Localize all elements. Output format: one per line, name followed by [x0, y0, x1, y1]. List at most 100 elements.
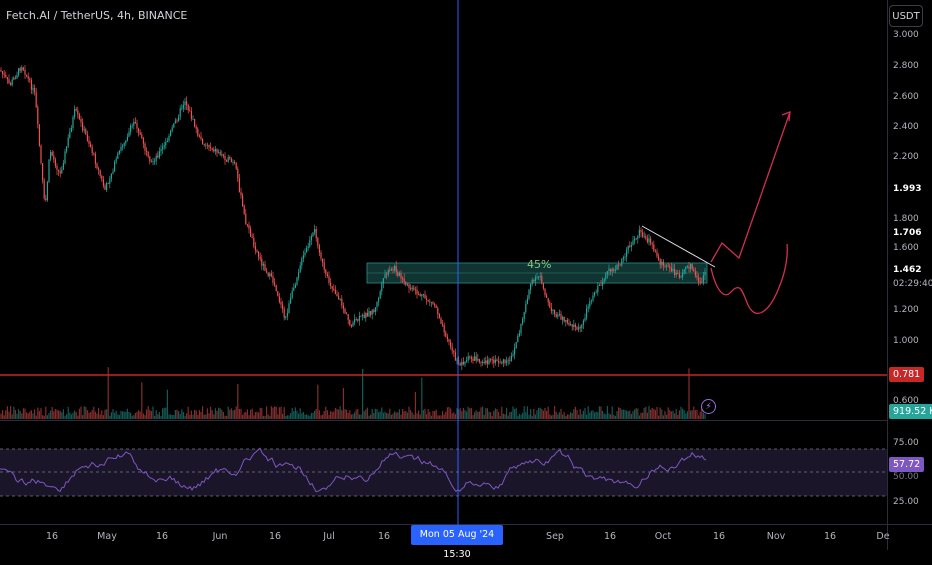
- candle-body: [382, 278, 384, 284]
- volume-bar: [579, 409, 581, 419]
- volume-bar: [467, 406, 469, 419]
- price-label: 2.400: [893, 122, 919, 132]
- candle-body: [62, 163, 64, 170]
- candle-body: [85, 129, 87, 135]
- candle-body: [451, 346, 453, 351]
- volume-bar: [270, 406, 272, 419]
- candle-body: [254, 246, 256, 251]
- volume-bar: [339, 406, 341, 419]
- volume-bar: [606, 406, 608, 419]
- candle-body: [10, 83, 12, 86]
- candle-body: [178, 116, 180, 121]
- time-label: Sep: [546, 531, 564, 542]
- candle-body: [262, 264, 264, 266]
- volume-bar: [104, 409, 106, 419]
- volume-bar: [453, 412, 455, 419]
- candle-body: [90, 143, 92, 148]
- volume-bar: [442, 411, 444, 419]
- volume-bar: [42, 415, 44, 419]
- candle-body: [328, 276, 330, 283]
- candle-body: [34, 88, 36, 93]
- candle-body: [501, 362, 503, 364]
- candle-body: [661, 261, 663, 265]
- candle-body: [66, 146, 68, 152]
- candle-body: [621, 258, 623, 265]
- candle-body: [98, 168, 100, 170]
- volume-bar: [621, 409, 623, 419]
- volume-bar: [542, 410, 544, 419]
- volume-bar: [48, 412, 50, 419]
- volume-bar: [251, 408, 253, 419]
- countdown-label: 02:29:40: [893, 279, 932, 289]
- volume-bar: [653, 408, 655, 419]
- volume-bar: [675, 409, 677, 419]
- candle-body: [339, 298, 341, 300]
- volume-bar: [438, 415, 440, 419]
- candle-body: [654, 250, 656, 252]
- candle-body: [448, 339, 450, 342]
- candle-body: [264, 264, 266, 271]
- volume-bar: [374, 408, 376, 419]
- volume-bar: [74, 410, 76, 419]
- candle-body: [445, 332, 447, 337]
- lightning-icon[interactable]: ⚡: [701, 399, 716, 414]
- volume-bar: [53, 411, 55, 419]
- volume-bar: [35, 415, 37, 419]
- symbol-title[interactable]: Fetch.AI / TetherUS, 4h, BINANCE: [6, 9, 188, 22]
- volume-bar: [474, 412, 476, 419]
- candle-body: [91, 147, 93, 154]
- rsi-line: [0, 447, 707, 493]
- volume-bar: [139, 411, 141, 419]
- volume-bar: [386, 412, 388, 419]
- candle-body: [480, 362, 482, 364]
- volume-bar: [416, 413, 418, 419]
- candle-body: [149, 156, 151, 162]
- volume-bar: [576, 409, 578, 419]
- candle-body: [306, 248, 308, 253]
- candle-body: [118, 150, 120, 154]
- volume-bar: [390, 414, 392, 419]
- volume-bar: [299, 408, 301, 419]
- candle-body: [83, 129, 85, 131]
- volume-bar: [642, 412, 644, 419]
- volume-bar: [171, 414, 173, 419]
- candle-body: [141, 134, 143, 138]
- volume-bar: [312, 412, 314, 419]
- volume-bar: [510, 411, 512, 419]
- volume-bar: [490, 412, 492, 419]
- volume-bar: [136, 411, 138, 419]
- volume-bar: [357, 408, 359, 419]
- currency-button[interactable]: USDT: [889, 5, 923, 27]
- candle-body: [640, 229, 642, 233]
- volume-bar: [634, 409, 636, 419]
- volume-bar: [485, 408, 487, 419]
- candle-body: [405, 281, 407, 286]
- volume-bar: [368, 415, 370, 419]
- volume-bar: [344, 409, 346, 419]
- volume-bar: [429, 411, 431, 419]
- candle-body: [307, 246, 309, 249]
- candle-body: [666, 265, 668, 267]
- candle-body: [291, 290, 293, 298]
- candle-body: [645, 236, 647, 239]
- volume-bar: [366, 407, 368, 419]
- volume-bar: [434, 410, 436, 419]
- candle-body: [629, 245, 631, 247]
- volume-bar: [75, 412, 77, 419]
- volume-bar: [6, 406, 8, 419]
- candle-body: [186, 101, 188, 106]
- candle-body: [22, 67, 24, 70]
- candle-body: [50, 152, 52, 160]
- volume-bar: [520, 414, 522, 419]
- volume-bar: [437, 415, 439, 419]
- volume-bar: [557, 414, 559, 419]
- chart-canvas[interactable]: [0, 0, 932, 550]
- candle-body: [698, 277, 700, 282]
- candle-body: [78, 114, 80, 119]
- candle-body: [510, 355, 512, 361]
- candle-body: [558, 313, 560, 315]
- candle-body: [67, 137, 69, 147]
- volume-bar: [608, 413, 610, 419]
- candle-body: [38, 124, 40, 146]
- candle-body: [347, 314, 349, 321]
